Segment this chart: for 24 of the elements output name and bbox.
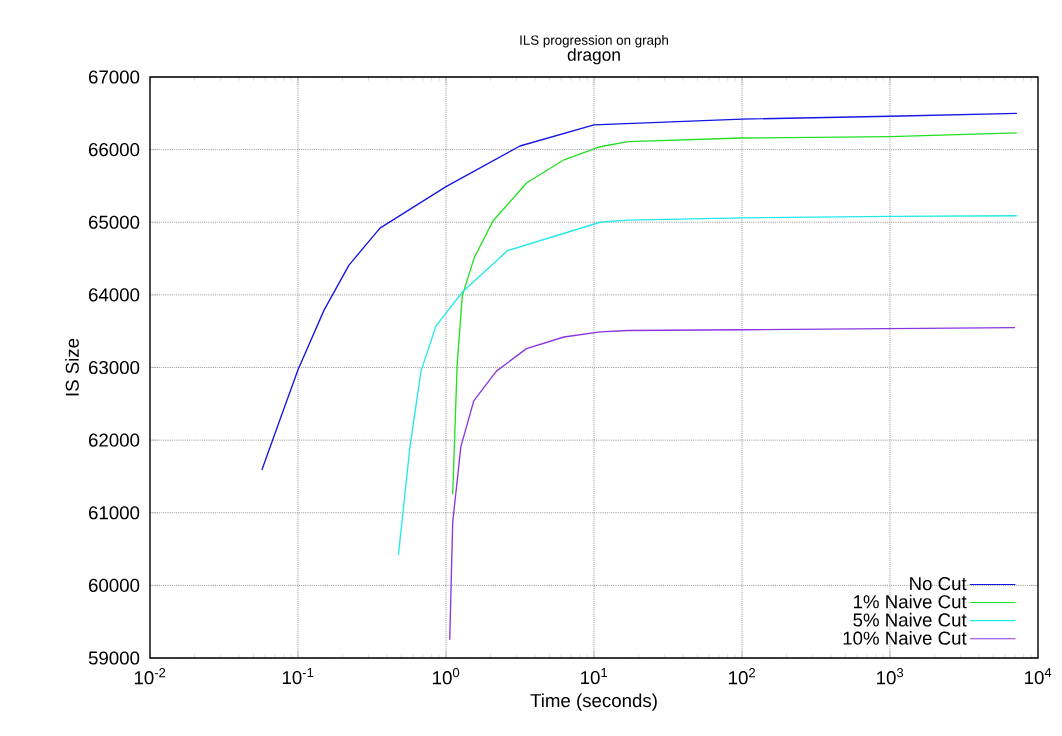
legend-label: 5% Naive Cut [853, 612, 967, 627]
chart-subtitle: dragon [567, 48, 620, 65]
y-tick-label: 65000 [88, 215, 140, 229]
x-tick-label: 10$^{-1}$ [282, 668, 314, 685]
chart-title: ILS progression on graph [520, 35, 668, 48]
y-tick-label: 66000 [88, 143, 140, 157]
y-tick-label: 61000 [88, 506, 140, 520]
x-axis-title: Time (seconds) [530, 693, 657, 711]
x-tick-label: 10$^{-2}$ [134, 668, 166, 685]
y-axis-title: IS Size [65, 338, 79, 396]
legend-label: 1% Naive Cut [854, 594, 967, 609]
x-tick-label: 10$^{4}$ [1025, 668, 1052, 685]
y-tick-label: 59000 [88, 651, 140, 665]
legend-label: 10% Naive Cut [843, 631, 967, 645]
y-tick-label: 63000 [88, 360, 140, 375]
y-tick-label: 67000 [88, 70, 140, 84]
y-tick-label: 64000 [88, 288, 140, 302]
x-tick-label: 10$^{0}$ [433, 668, 460, 685]
y-tick-label: 62000 [88, 433, 140, 447]
x-tick-label: 10$^{1}$ [581, 668, 608, 685]
x-tick-label: 10$^{2}$ [729, 668, 756, 685]
y-tick-label: 60000 [88, 578, 140, 592]
legend-label: No Cut [910, 576, 967, 591]
x-tick-label: 10$^{3}$ [877, 668, 904, 685]
